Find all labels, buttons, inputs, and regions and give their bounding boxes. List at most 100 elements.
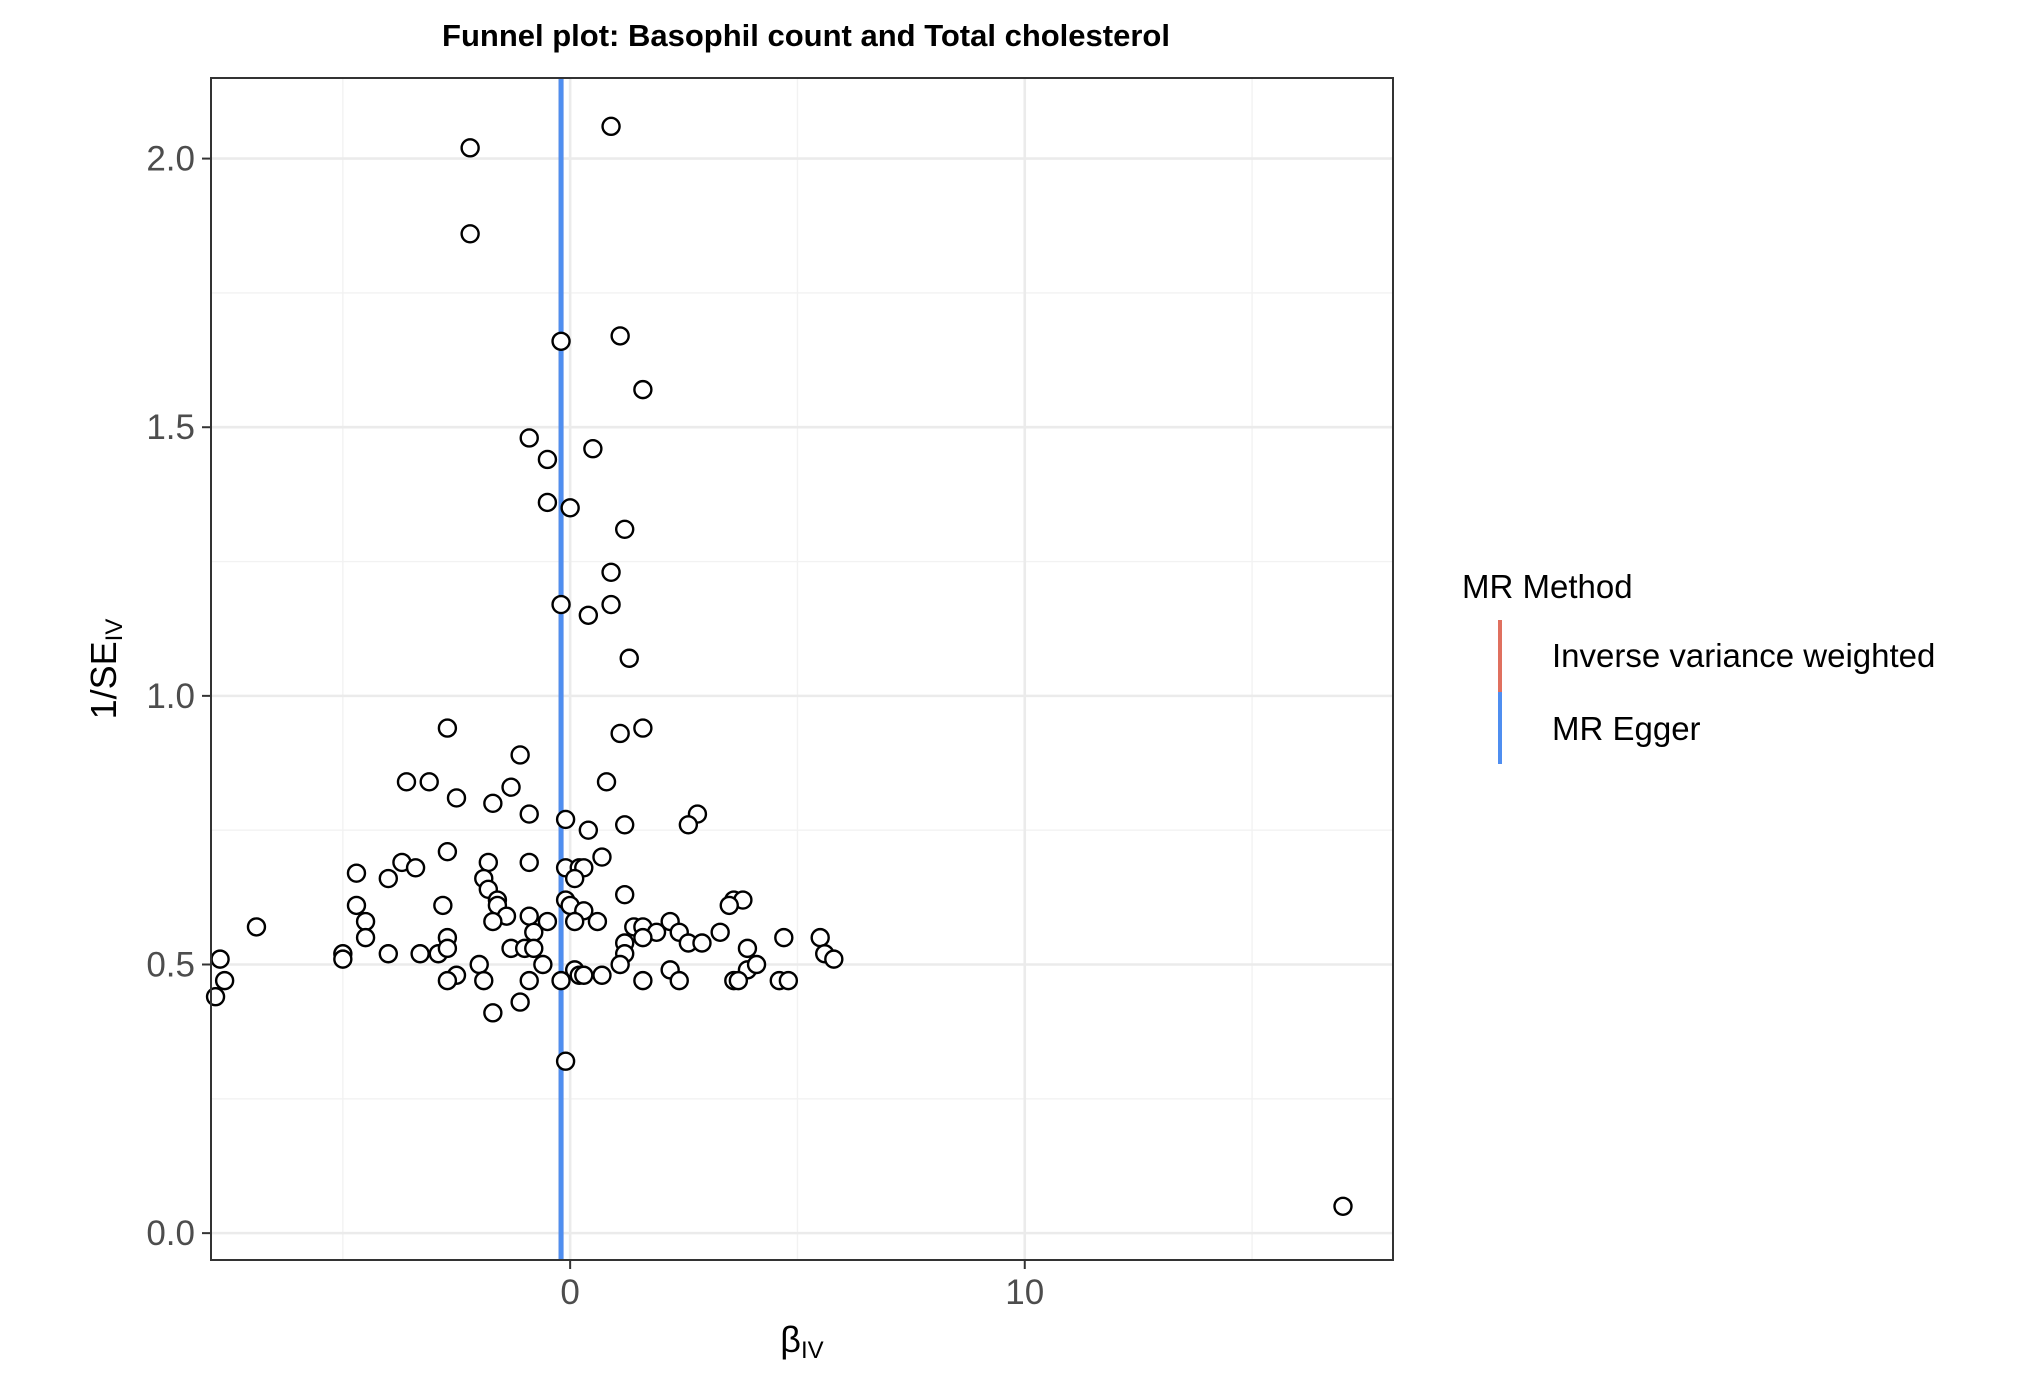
data-point bbox=[533, 954, 553, 975]
grid-layer bbox=[211, 78, 1393, 1260]
legend-label-mr-egger: MR Egger bbox=[1552, 710, 1701, 747]
x-tick-label: 10 bbox=[1005, 1273, 1044, 1312]
data-point bbox=[483, 1003, 503, 1023]
data-point bbox=[396, 772, 417, 792]
data-point bbox=[469, 954, 489, 975]
data-point bbox=[601, 562, 621, 582]
y-axis-title-main: 1/SE bbox=[83, 641, 124, 719]
data-point bbox=[551, 594, 571, 615]
data-point bbox=[551, 970, 571, 991]
data-point bbox=[519, 852, 539, 873]
data-point bbox=[633, 970, 653, 991]
y-tick-label: 2.0 bbox=[146, 140, 195, 179]
data-point bbox=[592, 847, 612, 867]
data-point bbox=[810, 927, 830, 948]
data-point bbox=[619, 648, 639, 668]
data-point bbox=[824, 949, 844, 969]
y-tick-label: 0.0 bbox=[146, 1214, 195, 1253]
data-point bbox=[601, 116, 621, 137]
data-point bbox=[728, 970, 749, 991]
data-point bbox=[378, 944, 398, 964]
data-point bbox=[537, 449, 558, 470]
data-point bbox=[692, 933, 712, 953]
data-point bbox=[210, 949, 230, 969]
data-point bbox=[596, 772, 617, 792]
data-point bbox=[774, 927, 794, 948]
data-point bbox=[246, 917, 267, 937]
data-point bbox=[346, 895, 367, 916]
data-point bbox=[478, 852, 499, 873]
y-axis-title: 1/SEIV bbox=[83, 619, 128, 720]
data-point bbox=[537, 492, 558, 513]
data-point bbox=[519, 804, 539, 824]
data-point bbox=[446, 788, 467, 808]
data-point bbox=[501, 777, 521, 797]
data-point bbox=[578, 820, 599, 840]
data-point bbox=[437, 841, 458, 862]
data-point bbox=[1333, 1196, 1353, 1216]
data-point bbox=[610, 723, 630, 744]
y-axis-title-sub: IV bbox=[101, 619, 128, 642]
data-point bbox=[433, 895, 453, 916]
y-tick-label: 0.5 bbox=[146, 946, 195, 985]
data-point bbox=[437, 970, 458, 991]
data-point bbox=[633, 718, 653, 738]
x-axis-title-main: β bbox=[780, 1319, 801, 1360]
data-point bbox=[615, 884, 635, 905]
data-point bbox=[778, 970, 799, 991]
data-point bbox=[555, 1051, 576, 1071]
data-point bbox=[524, 938, 544, 959]
data-point bbox=[519, 428, 539, 448]
data-point bbox=[615, 519, 635, 540]
x-axis-title: βIV bbox=[780, 1319, 823, 1364]
data-point bbox=[405, 858, 426, 878]
data-point bbox=[214, 970, 235, 991]
data-point bbox=[601, 594, 621, 615]
data-point bbox=[583, 439, 603, 459]
legend-label-inverse-variance-weighted: Inverse variance weighted bbox=[1552, 637, 1935, 674]
data-point bbox=[355, 911, 376, 932]
data-point bbox=[483, 911, 503, 932]
data-point bbox=[519, 970, 539, 991]
data-point bbox=[537, 911, 558, 932]
data-point bbox=[205, 987, 226, 1007]
legend: MR Method Inverse variance weighted MR E… bbox=[1462, 568, 1935, 764]
y-tick-label: 1.5 bbox=[146, 408, 195, 447]
data-point bbox=[510, 745, 530, 765]
data-point bbox=[419, 772, 439, 792]
data-point bbox=[633, 379, 653, 400]
data-point bbox=[633, 927, 653, 948]
data-point bbox=[460, 224, 480, 244]
data-point bbox=[524, 922, 544, 942]
data-point bbox=[460, 138, 480, 158]
data-point bbox=[587, 911, 608, 932]
data-point bbox=[710, 922, 730, 942]
data-point bbox=[564, 868, 585, 889]
data-point bbox=[592, 965, 612, 985]
data-point bbox=[564, 911, 585, 932]
data-point bbox=[737, 938, 758, 959]
axes: 0.0 0.5 1.0 1.5 2.0 0 10 bbox=[146, 140, 1044, 1312]
data-point bbox=[610, 326, 630, 346]
data-point bbox=[578, 605, 599, 625]
x-axis-title-sub: IV bbox=[801, 1337, 824, 1364]
data-point bbox=[333, 949, 353, 969]
x-tick-label: 0 bbox=[560, 1273, 579, 1312]
data-point bbox=[669, 970, 689, 991]
data-point bbox=[346, 863, 367, 883]
chart-title: Funnel plot: Basophil count and Total ch… bbox=[442, 18, 1170, 53]
data-point bbox=[474, 970, 494, 991]
data-point bbox=[437, 718, 458, 738]
data-point bbox=[483, 793, 503, 814]
data-points bbox=[205, 116, 1353, 1216]
y-tick-label: 1.0 bbox=[146, 677, 195, 716]
data-point bbox=[519, 906, 539, 926]
data-point bbox=[574, 965, 594, 985]
data-point bbox=[551, 331, 571, 351]
data-point bbox=[378, 868, 398, 889]
data-point bbox=[610, 954, 630, 975]
data-point bbox=[555, 809, 576, 830]
panel-border bbox=[210, 77, 1394, 1261]
legend-title: MR Method bbox=[1462, 568, 1633, 605]
